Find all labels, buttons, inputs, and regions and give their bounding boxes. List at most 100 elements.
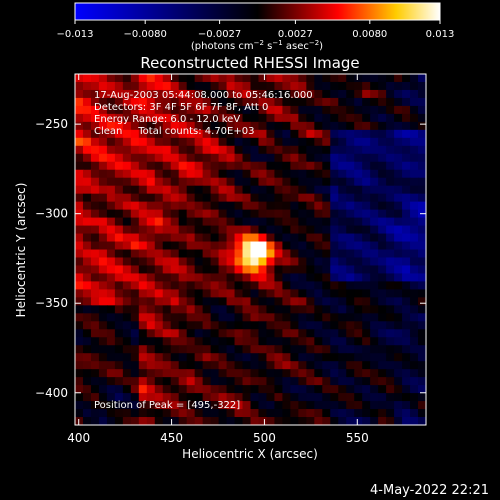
heatmap-cell — [306, 241, 315, 251]
heatmap-cell — [378, 241, 387, 251]
heatmap-cell — [298, 121, 307, 131]
heatmap-cell — [146, 337, 156, 346]
heatmap-cell — [282, 361, 291, 370]
heatmap-cell — [114, 185, 124, 195]
heatmap-cell — [98, 353, 108, 362]
heatmap-cell — [234, 281, 244, 290]
heatmap-cell — [290, 385, 299, 394]
heatmap-cell — [138, 225, 148, 235]
peak-position-label: Position of Peak = [495,-322] — [94, 400, 240, 411]
heatmap-cell — [218, 289, 228, 298]
heatmap-cell — [82, 129, 92, 139]
heatmap-cell — [226, 193, 236, 203]
heatmap-cell — [402, 201, 411, 211]
heatmap-cell — [266, 393, 276, 402]
heatmap-cell — [146, 161, 156, 171]
heatmap-cell — [82, 305, 92, 314]
heatmap-cell — [378, 337, 387, 346]
heatmap-cell — [282, 225, 291, 235]
heatmap-cell — [186, 305, 196, 314]
heatmap-cell — [314, 393, 323, 402]
heatmap-cell — [138, 113, 148, 123]
heatmap-cell — [322, 225, 331, 235]
heatmap-cell — [306, 129, 315, 139]
heatmap-cell — [378, 393, 387, 402]
heatmap-cell — [274, 137, 284, 147]
heatmap-cell — [82, 377, 92, 386]
heatmap-cell — [250, 129, 260, 139]
heatmap-cell — [75, 121, 84, 131]
heatmap-cell — [170, 385, 180, 394]
heatmap-cell — [370, 113, 379, 123]
heatmap-cell — [378, 201, 387, 211]
heatmap-cell — [290, 257, 299, 267]
heatmap-cell — [162, 217, 172, 227]
heatmap-cell — [322, 361, 331, 370]
heatmap-cell — [258, 281, 268, 290]
heatmap-cell — [162, 353, 172, 362]
heatmap-cell — [178, 105, 188, 115]
info-clean: Clean Total counts: 4.70E+03 — [94, 126, 254, 137]
heatmap-cell — [122, 249, 132, 259]
heatmap-cell — [218, 105, 228, 115]
heatmap-cell — [122, 74, 132, 83]
heatmap-cell — [410, 153, 419, 163]
colorbar-tick-label: 0.013 — [426, 29, 455, 40]
heatmap-cell — [386, 353, 395, 362]
heatmap-cell — [162, 393, 172, 402]
heatmap-cell — [210, 313, 220, 322]
heatmap-cell — [178, 289, 188, 298]
heatmap-cell — [282, 265, 291, 275]
heatmap-cell — [394, 369, 403, 378]
heatmap-cell — [170, 129, 180, 139]
heatmap-cell — [402, 121, 411, 131]
heatmap-cell — [202, 233, 212, 243]
plot-frame — [74, 73, 427, 426]
heatmap-cell — [290, 233, 299, 243]
heatmap-cell — [370, 297, 379, 306]
heatmap-cell — [130, 409, 140, 418]
heatmap-cell — [306, 273, 315, 283]
heatmap-cell — [354, 265, 363, 275]
heatmap-cell — [386, 337, 395, 346]
heatmap-cell — [282, 257, 291, 267]
heatmap-cell — [274, 169, 284, 179]
heatmap-cell — [178, 145, 188, 155]
heatmap-cell — [210, 401, 220, 410]
heatmap-cell — [146, 297, 156, 306]
heatmap-cell — [146, 74, 156, 83]
heatmap-cell — [314, 185, 323, 195]
heatmap-cell — [370, 281, 379, 290]
heatmap-cell — [178, 329, 188, 338]
heatmap-cell — [194, 353, 204, 362]
heatmap-cell — [298, 281, 307, 290]
heatmap-cell — [106, 249, 116, 259]
heatmap-cell — [82, 169, 92, 179]
heatmap-cell — [418, 281, 426, 290]
heatmap-cell — [186, 257, 196, 267]
heatmap-cell — [234, 337, 244, 346]
heatmap-cell — [234, 289, 244, 298]
heatmap-cell — [370, 257, 379, 267]
heatmap-cell — [402, 105, 411, 115]
heatmap-cell — [418, 177, 426, 187]
heatmap-cell — [338, 417, 347, 425]
heatmap-cell — [378, 377, 387, 386]
heatmap-cell — [170, 289, 180, 298]
heatmap-cell — [370, 129, 379, 139]
heatmap-cell — [82, 249, 92, 259]
heatmap-cell — [75, 297, 84, 306]
heatmap-cell — [314, 105, 323, 115]
heatmap-cell — [90, 313, 100, 322]
heatmap-cell — [226, 273, 236, 283]
heatmap-cell — [338, 345, 347, 354]
heatmap-cell — [346, 393, 355, 402]
heatmap-cell — [154, 201, 164, 211]
heatmap-cell — [386, 409, 395, 418]
heatmap-cell — [378, 161, 387, 171]
heatmap-cell — [282, 145, 291, 155]
heatmap-cell — [146, 369, 156, 378]
info-time: 17-Aug-2003 05:44:08.000 to 05:46:16.000 — [94, 90, 313, 101]
heatmap-cell — [274, 193, 284, 203]
heatmap-cell — [154, 321, 164, 330]
